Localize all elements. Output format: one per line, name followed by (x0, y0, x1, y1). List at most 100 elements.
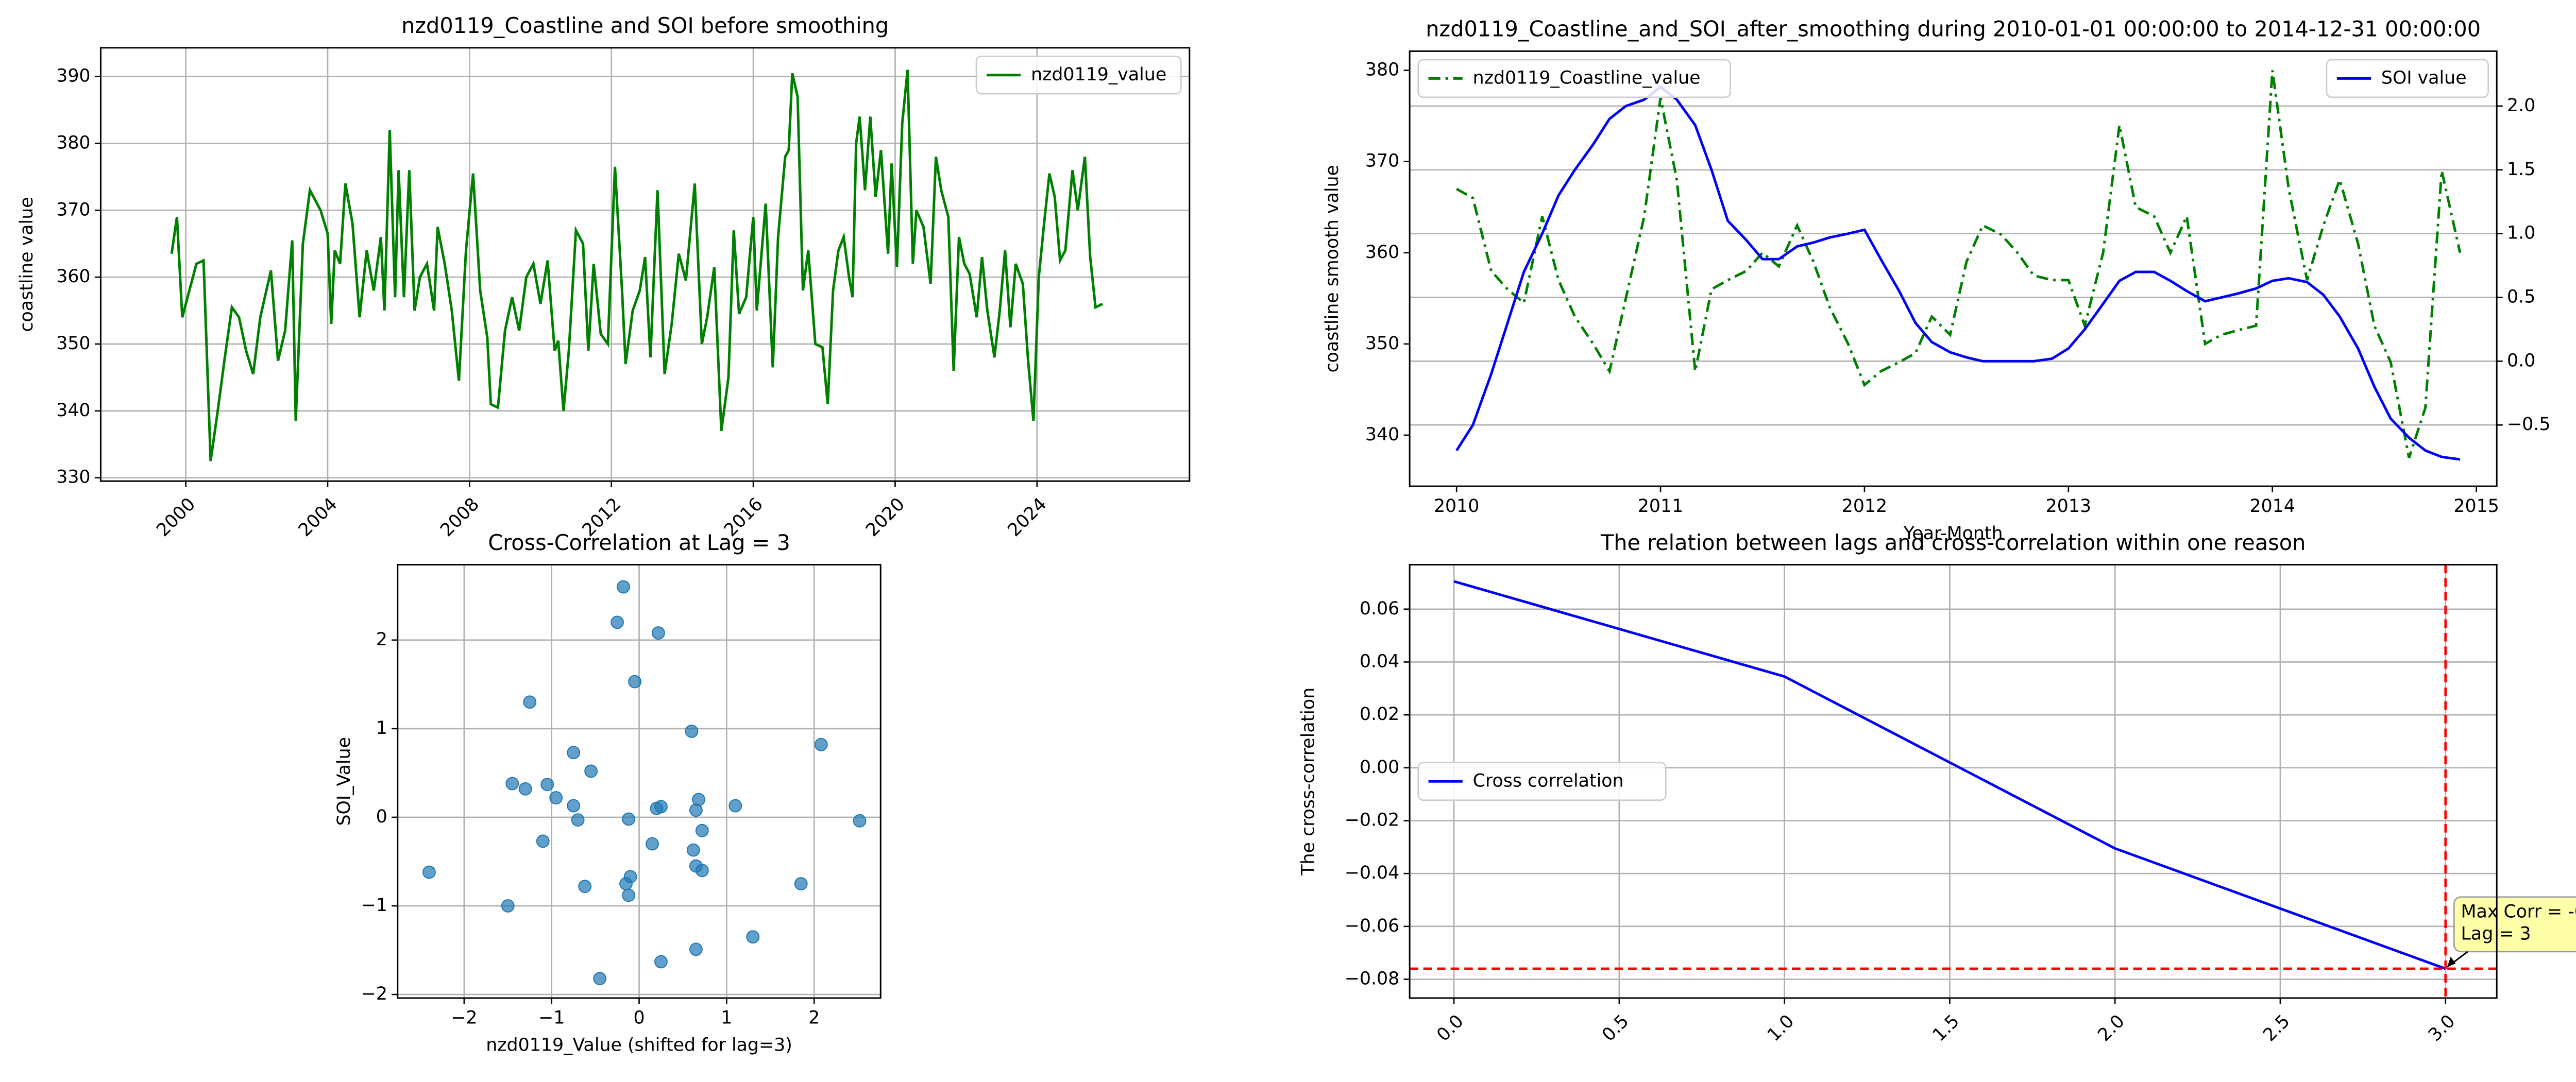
y-tick-label: 340 (1365, 424, 1399, 445)
y-tick-label: 390 (56, 66, 90, 87)
scatter-point (571, 813, 585, 827)
x-axis-label: nzd0119_Value (shifted for lag=3) (486, 1035, 792, 1056)
scatter-point (695, 864, 709, 878)
series-line (1455, 85, 2461, 461)
y-tick-label: 370 (1365, 151, 1399, 171)
legend-box (975, 55, 1182, 95)
x-tick-label: 2020 (862, 494, 909, 541)
chart-title: Cross-Correlation at Lag = 3 (488, 530, 790, 555)
x-tick-label: 0 (633, 1008, 645, 1028)
y-tick-label: 380 (1365, 60, 1399, 80)
x-tick-label: 2011 (1638, 496, 1683, 517)
scatter-point (622, 812, 636, 826)
y-tick-label: −1 (361, 895, 387, 916)
chart-title: nzd0119_Coastline_and_SOI_after_smoothin… (1426, 17, 2481, 42)
series-line (1455, 70, 2462, 459)
y-tick-label: 380 (56, 132, 90, 153)
scatter-point (518, 782, 532, 796)
y-tick-label: 0.04 (1360, 651, 1399, 672)
x-tick-label: 2012 (1842, 496, 1887, 517)
x-tick-label: 2008 (436, 494, 483, 541)
scatter-point (536, 834, 550, 848)
scatter-point (622, 888, 636, 902)
scatter-point (611, 615, 624, 629)
scatter-point (695, 823, 709, 837)
scatter-point (628, 675, 641, 689)
y-axis-label: The cross-correlation (1298, 688, 1319, 876)
scatter-point (651, 626, 665, 640)
scatter-point (578, 880, 592, 894)
series-line (170, 70, 1104, 461)
y-axis-label: SOI_Value (334, 737, 354, 826)
scatter-point (549, 791, 563, 805)
y-tick-label: 0.00 (1360, 757, 1399, 778)
y-tick-label: 1 (376, 718, 387, 738)
scatter-point (422, 865, 436, 879)
y2-tick-label: 1.5 (2507, 159, 2535, 180)
y-tick-label: 360 (56, 266, 90, 287)
y2-tick-label: 0.0 (2507, 350, 2535, 371)
plot-frame (397, 564, 882, 999)
plot-frame (99, 47, 1191, 482)
x-tick-label: 2.5 (2259, 1011, 2294, 1045)
y-tick-label: −2 (361, 984, 387, 1004)
x-tick-label: 2013 (2046, 496, 2091, 517)
series-line (1453, 580, 2446, 970)
scatter-point (584, 764, 598, 778)
scatter-point (593, 972, 607, 986)
legend-label: SOI value (2381, 67, 2467, 88)
scatter-point (505, 777, 519, 791)
y2-tick-label: −0.5 (2507, 414, 2550, 435)
y-tick-label: 0.06 (1360, 598, 1399, 619)
x-tick-label: 1 (721, 1008, 732, 1028)
y-tick-label: 360 (1365, 242, 1399, 263)
scatter-point (623, 870, 637, 884)
scatter-point (567, 799, 581, 813)
x-tick-label: 1.0 (1764, 1011, 1798, 1045)
y-tick-label: 370 (56, 199, 90, 220)
scatter-point (654, 800, 668, 814)
y-tick-label: −0.02 (1345, 810, 1400, 830)
scatter-point (686, 843, 700, 857)
x-tick-label: 2000 (152, 494, 199, 541)
x-tick-label: 2014 (2249, 496, 2295, 517)
x-tick-label: −1 (538, 1008, 565, 1028)
scatter-point (523, 695, 537, 709)
scatter-point (728, 799, 742, 813)
x-tick-label: 0.0 (1433, 1011, 1467, 1045)
scatter-point (540, 778, 554, 792)
y-tick-label: 350 (1365, 333, 1399, 354)
legend-label: nzd0119_value (1031, 64, 1166, 85)
x-tick-label: 2.0 (2094, 1011, 2128, 1045)
x-tick-label: 0.5 (1598, 1011, 1633, 1045)
scatter-point (746, 930, 760, 944)
x-tick-label: 2024 (1004, 494, 1051, 541)
legend-label: Cross correlation (1473, 770, 1624, 791)
legend-box (1417, 59, 1731, 98)
y-tick-label: 0.02 (1360, 704, 1399, 725)
chart-title: The relation between lags and cross-corr… (1600, 530, 2306, 555)
chart-title: nzd0119_Coastline and SOI before smoothi… (401, 13, 889, 38)
y2-tick-label: 2.0 (2507, 95, 2535, 116)
annotation-arrowhead (2447, 956, 2456, 967)
y-tick-label: 2 (376, 629, 387, 650)
y2-tick-label: 1.0 (2507, 223, 2535, 244)
scatter-point (617, 580, 630, 594)
x-tick-label: 2 (808, 1008, 820, 1028)
scatter-point (692, 793, 705, 806)
scatter-point (814, 737, 828, 751)
scatter-point (689, 942, 703, 956)
scatter-point (646, 837, 659, 851)
y2-axis-label: SOI smooth value (2572, 190, 2576, 348)
y2-tick-label: 0.5 (2507, 287, 2535, 307)
scatter-point (794, 877, 808, 890)
y-tick-label: −0.04 (1345, 863, 1400, 883)
legend-box (2326, 59, 2489, 98)
y-tick-label: 340 (56, 400, 90, 421)
y-tick-label: 0 (376, 806, 387, 827)
y-axis-label: coastline smooth value (1322, 165, 1343, 372)
y-axis-label: coastline value (16, 197, 37, 332)
scatter-point (567, 746, 581, 760)
